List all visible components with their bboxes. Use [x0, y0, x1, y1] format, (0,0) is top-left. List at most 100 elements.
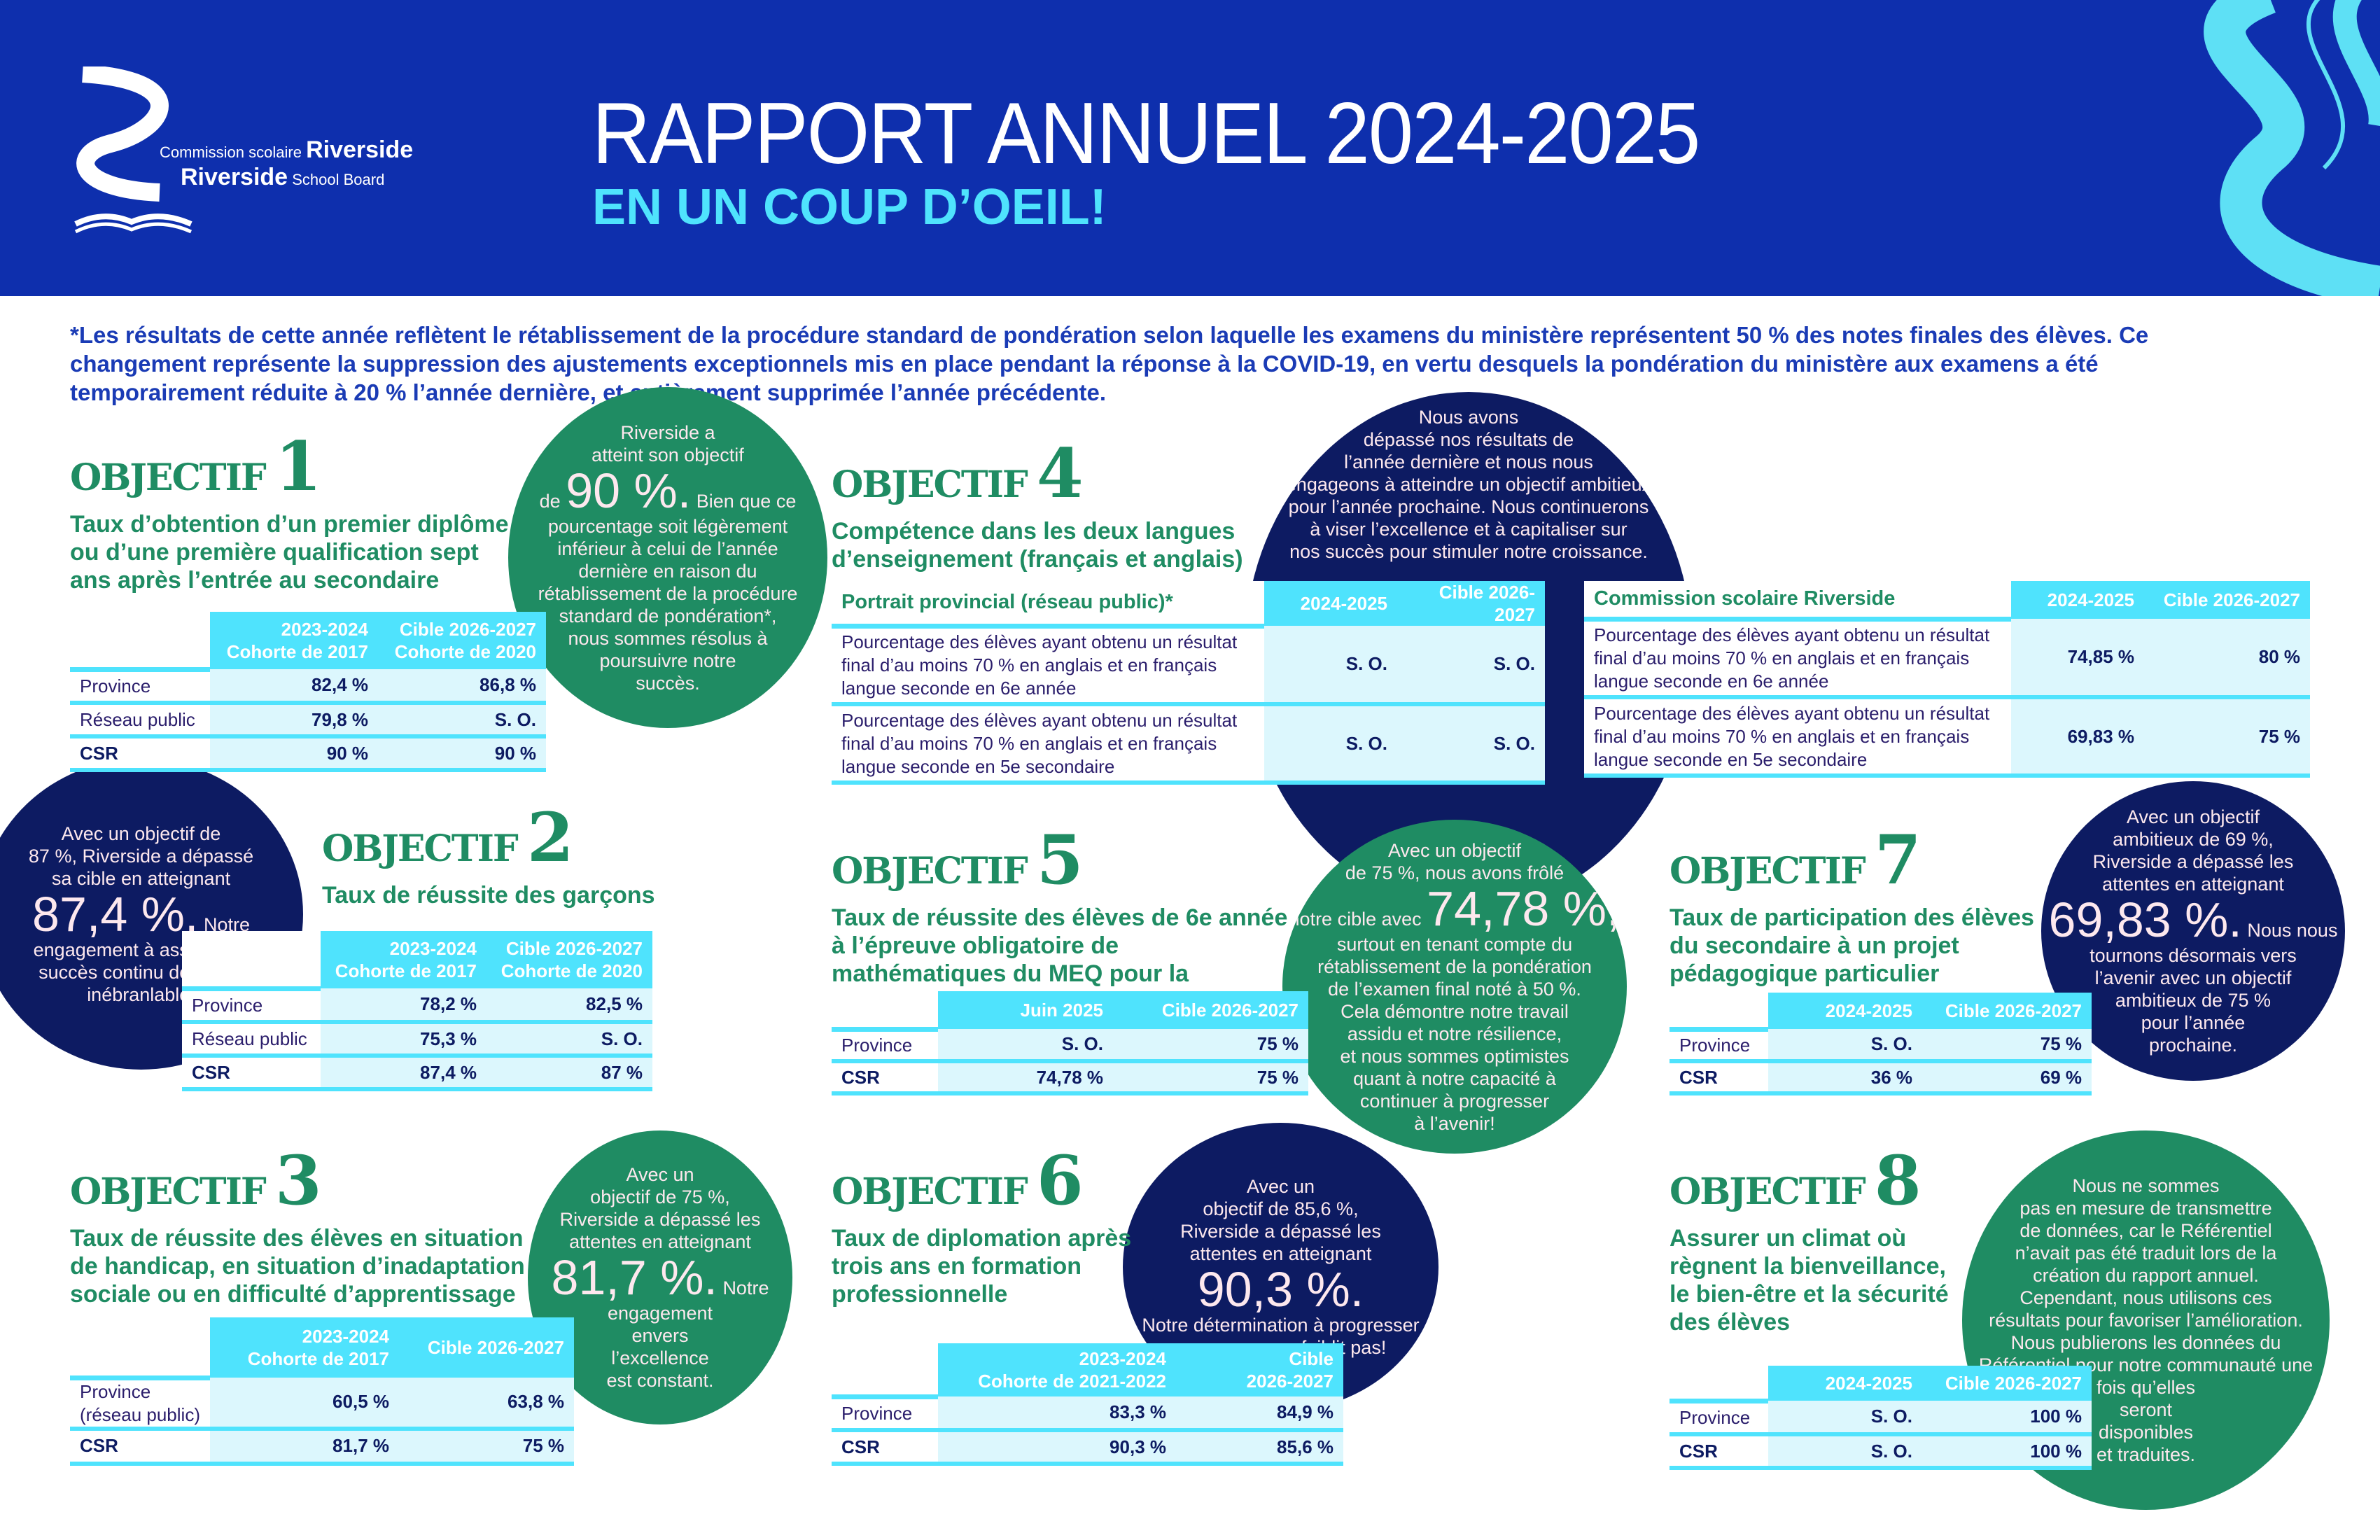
- row-label: Province: [832, 1029, 938, 1063]
- table-row: CSR 87,4 % 87 %: [182, 1056, 652, 1091]
- row-value: 69,83 %: [2011, 697, 2144, 778]
- objective-title: Taux de diplomation après trois ans en f…: [832, 1225, 1132, 1308]
- row-value: S. O.: [1397, 704, 1545, 785]
- table-column-header: Cible 2026-2027 Cohorte de 2020: [486, 931, 652, 988]
- bubble-highlight-suffix: Nous nous: [2247, 920, 2338, 941]
- objective-heading: OBJECTIF 7: [1670, 820, 2047, 899]
- row-value: 87,4 %: [321, 1056, 486, 1091]
- bubble-text-line: pas en mesure de transmettre: [2019, 1198, 2272, 1219]
- bubble-text-line: Avec un objectif: [1387, 839, 1522, 861]
- table-row: Province 83,3 % 84,9 %: [832, 1396, 1343, 1432]
- table-objective-3: 2023-2024 Cohorte de 2017 Cible 2026-2027 P…: [70, 1317, 574, 1466]
- row-label: CSR: [1670, 1434, 1768, 1470]
- page-title: RAPPORT ANNUEL 2024-2025: [592, 85, 1700, 182]
- objective-4: OBJECTIF 4 Compétence dans les deux langue…: [832, 434, 1252, 573]
- objective-word: OBJECTIF: [832, 850, 1028, 892]
- table-column-header: Cible 2026-2027: [1922, 993, 2092, 1029]
- table-header-row: Commission scolaire Riverside 2024-2025 Ci…: [1584, 581, 2310, 622]
- bubble-text-line: Avec un objectif de: [61, 823, 221, 844]
- riverside-swoosh-icon: [74, 64, 192, 234]
- table-row: Pourcentage des élèves ayant obtenu un r…: [1584, 619, 2310, 699]
- row-label: CSR: [1670, 1061, 1768, 1096]
- bubble-text-line: attentes en atteignant: [2102, 874, 2284, 895]
- bubble-text-line: rétablissement de la procédure: [538, 582, 798, 604]
- bubble-text-line: dépassé nos résultats de: [1363, 429, 1574, 450]
- table-row: Province S. O. 75 %: [1670, 1029, 2092, 1063]
- objective-3: OBJECTIF 3 Taux de réussite des élèves en …: [70, 1141, 546, 1308]
- bubble-text-line: Avec un: [1246, 1176, 1315, 1197]
- table-column-header: 2023-2024 Cohorte de 2017: [210, 612, 378, 669]
- bubble-text-line: atteint son objectif: [592, 444, 744, 465]
- bubble-text-line: objectif de 75 %,: [590, 1186, 730, 1208]
- table-row: Pourcentage des élèves ayant obtenu un r…: [832, 704, 1545, 785]
- bubble-highlight-value: 90,3 %.: [1197, 1262, 1364, 1317]
- column-header-line: Juin 2025: [1020, 1000, 1103, 1021]
- table-column-header: Cible 2026-2027: [1176, 1343, 1343, 1396]
- bubble-text-line: de l’examen final noté à 50 %.: [1328, 978, 1581, 1000]
- weighting-note: *Les résultats de cette année reflètent …: [70, 322, 2149, 405]
- row-value: 100 %: [1922, 1434, 2092, 1470]
- table-objective-4-riverside: Commission scolaire Riverside 2024-2025 Ci…: [1584, 581, 2310, 778]
- column-header-line: Cible 2026-2027: [505, 938, 643, 959]
- row-value: 86,8 %: [378, 669, 546, 705]
- bubble-highlight-value: 90 %.: [566, 463, 692, 518]
- row-label: Réseau public: [70, 703, 210, 738]
- objective-7: OBJECTIF 7 Taux de participation des élève…: [1670, 820, 2047, 988]
- bubble-text-line: pourcentage soit légèrement: [547, 515, 788, 537]
- table-row: CSR 90 % 90 %: [70, 736, 546, 772]
- bubble-highlight-line: de 90 %. Bien que ce: [540, 466, 797, 515]
- objective-5: OBJECTIF 5 Taux de réussite des élèves de …: [832, 820, 1294, 1016]
- bubble-text-line: seront: [2119, 1399, 2173, 1420]
- table-column-header: 2024-2025: [1264, 581, 1397, 626]
- bubble-text-line: engagement: [607, 1303, 713, 1324]
- column-header-line: Cible 2026-2027: [2163, 589, 2300, 610]
- table-header-label: [1670, 1366, 1768, 1404]
- bubble-text-line: fois qu’elles: [2096, 1377, 2196, 1398]
- row-label: Réseau public: [182, 1022, 321, 1058]
- bubble-text-line: attentes en atteignant: [569, 1231, 751, 1252]
- row-value: S. O.: [938, 1029, 1113, 1063]
- row-value: 60,5 %: [210, 1378, 399, 1431]
- bubble-text-line: l’excellence: [611, 1348, 709, 1368]
- row-value: 80 %: [2144, 619, 2310, 699]
- bubble-text-line: et nous sommes optimistes: [1340, 1045, 1569, 1067]
- bubble-text-line: Riverside a: [620, 421, 715, 443]
- table-header-row: 2024-2025 Cible 2026-2027: [1670, 1366, 2092, 1404]
- row-value: S. O.: [378, 703, 546, 738]
- column-header-line: Cible 2026-2027: [399, 619, 536, 640]
- bubble-text-line: surtout en tenant compte du: [1336, 933, 1573, 955]
- column-header-line: 2026-2027: [1246, 1371, 1334, 1392]
- table-row: Réseau public 79,8 % S. O.: [70, 703, 546, 738]
- column-header-line: 2023-2024: [389, 938, 477, 959]
- objective-8: OBJECTIF 8 Assurer un climat où règnent la…: [1670, 1141, 1949, 1336]
- objective-title: Taux de réussite des garçons: [322, 882, 655, 909]
- row-label: CSR: [832, 1430, 938, 1466]
- table-header-row: 2023-2024 Cohorte de 2021-2022 Cible 2026-2…: [832, 1343, 1343, 1399]
- row-value: 79,8 %: [210, 703, 378, 738]
- row-value: 75 %: [399, 1428, 574, 1466]
- row-label: Province (réseau public): [70, 1378, 210, 1431]
- bubble-text-line: création du rapport annuel.: [2033, 1265, 2259, 1286]
- table-column-header: Cible 2026-2027: [399, 1317, 574, 1378]
- bubble-text-line: nos succès pour stimuler notre croissanc…: [1289, 541, 1648, 562]
- table-column-header: 2024-2025: [1768, 993, 1922, 1029]
- column-header-line: Cible 2026-2027: [1438, 582, 1535, 625]
- bubble-text-line: prochaine.: [2148, 1035, 2238, 1056]
- column-header-line: Cohorte de 2020: [394, 641, 536, 662]
- bubble-highlight-value: 81,7 %.: [551, 1250, 718, 1305]
- bubble-text-line: Cela démontre notre travail: [1340, 1000, 1569, 1022]
- table-header-label: Portrait provincial (réseau public)*: [832, 581, 1264, 629]
- bubble-text-line: de 75 %, nous avons frôlé: [1345, 862, 1564, 883]
- bubble-text-line: envers: [631, 1325, 689, 1346]
- row-value: 74,85 %: [2011, 619, 2144, 699]
- row-value: S. O.: [486, 1022, 652, 1058]
- objective-title: Taux d’obtention d’un premier diplôme ou…: [70, 511, 509, 594]
- row-value: 82,4 %: [210, 669, 378, 705]
- bubble-highlight-line: 81,7 %. Notre: [552, 1253, 769, 1302]
- objective-title: Taux de réussite des élèves en situation…: [70, 1225, 525, 1308]
- column-header-line: Cible 2026-2027: [1945, 1000, 2082, 1021]
- table-row: Pourcentage des élèves ayant obtenu un r…: [832, 626, 1545, 706]
- bubble-text-line: ambitieux de 75 %: [2115, 990, 2272, 1011]
- row-value: S. O.: [1264, 626, 1397, 706]
- column-header-line: Cible: [1289, 1348, 1334, 1369]
